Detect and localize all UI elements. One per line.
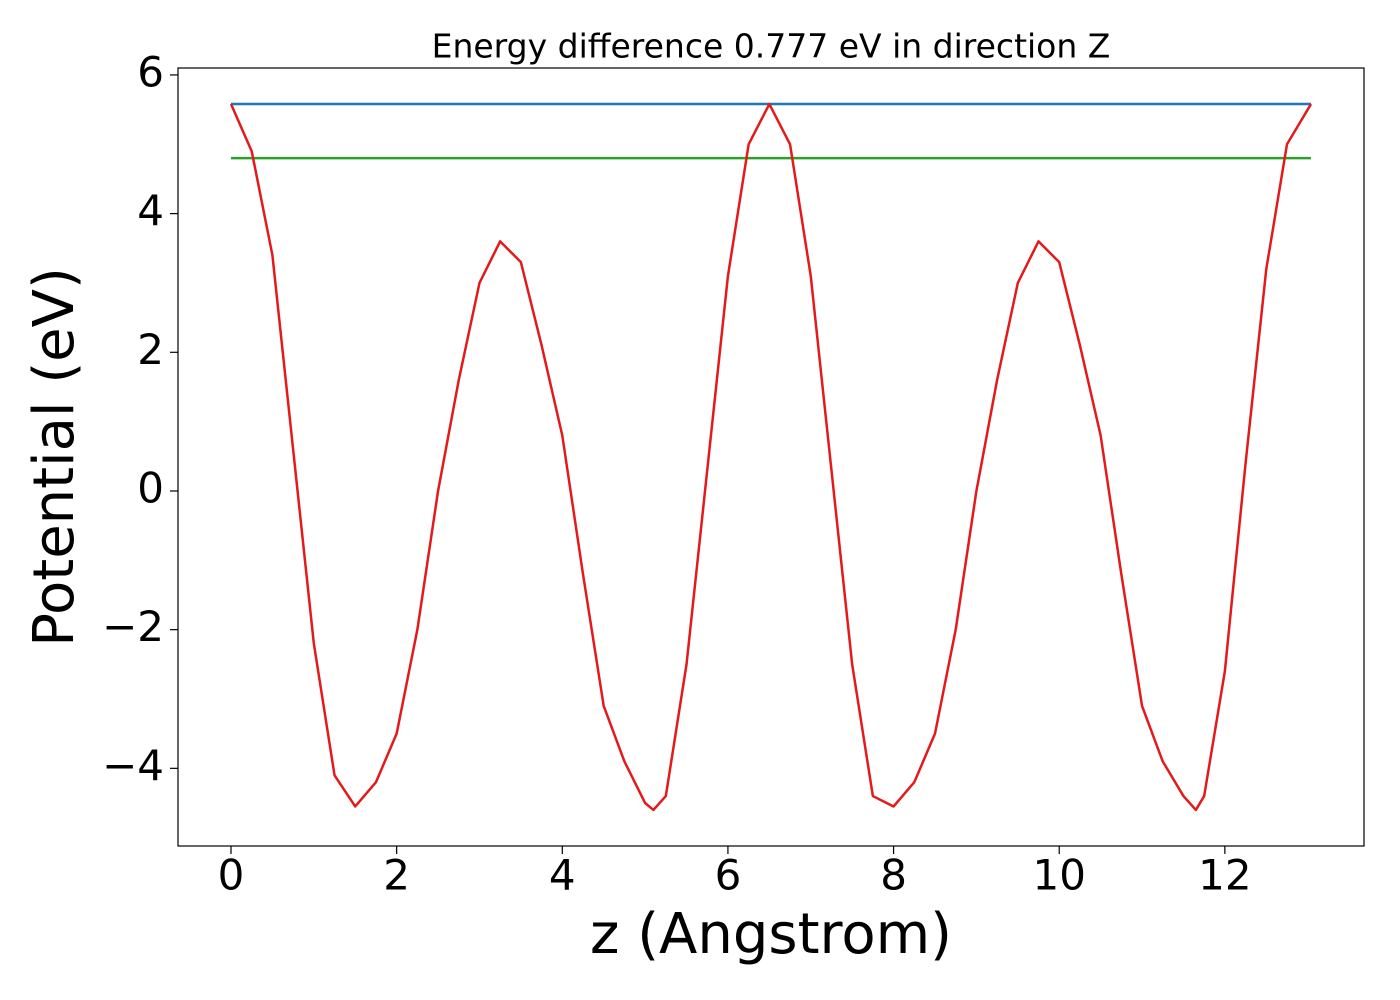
y-tick-label: 4 (137, 186, 164, 235)
y-axis-label: Potential (eV) (22, 267, 87, 647)
x-tick-label: 12 (1198, 851, 1251, 900)
data-line (229, 102, 1313, 812)
chart-title: Energy difference 0.777 eV in direction … (432, 27, 1111, 66)
y-tick-label: −4 (102, 741, 164, 790)
x-tick-label: 6 (715, 851, 742, 900)
x-tick-label: 8 (880, 851, 907, 900)
y-tick-label: 0 (137, 463, 164, 512)
x-tick-label: 10 (1032, 851, 1085, 900)
x-tick-label: 0 (218, 851, 245, 900)
y-tick-label: 2 (137, 325, 164, 374)
y-tick-label: 6 (137, 47, 164, 96)
y-tick-label: −2 (102, 602, 164, 651)
plot-frame (177, 67, 1365, 847)
x-tick-label: 2 (383, 851, 410, 900)
x-axis-label: z (Angstrom) (590, 902, 952, 967)
x-tick-label: 4 (549, 851, 576, 900)
